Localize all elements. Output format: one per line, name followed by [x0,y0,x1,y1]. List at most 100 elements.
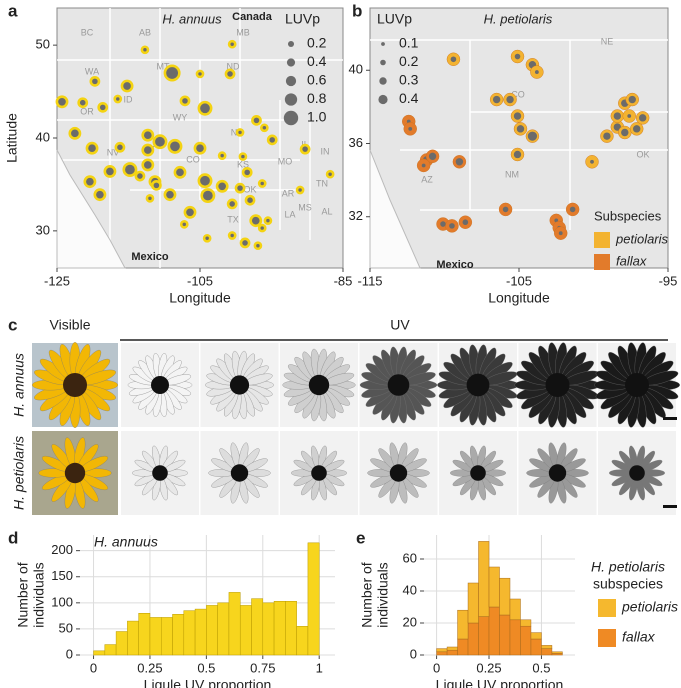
point-size [513,150,522,159]
bar [478,541,490,617]
point [244,194,256,206]
x-tick-label: 0 [90,660,97,675]
flower-center [230,464,249,482]
state-label: BC [81,27,94,37]
state-label: WY [173,112,188,122]
point-size [428,152,437,161]
state-label: CO [186,154,200,164]
point-size [450,56,457,63]
bar [206,605,218,656]
flower-center [389,464,408,482]
point [163,64,181,82]
point-size [492,95,501,104]
point [145,194,155,203]
point [113,94,123,104]
x-tick-label: 1 [316,660,323,675]
bar [541,648,553,656]
row-label: H. annuus [11,353,27,417]
x-tick-label: 0 [433,660,440,675]
y-axis-label: individuals [375,562,391,627]
bar [509,598,521,621]
country-label: Mexico [131,251,169,263]
y-tick-label: 40 [36,129,50,144]
point [257,223,267,233]
bar [541,645,553,649]
state-label: OK [636,149,649,159]
flower-center [311,465,327,481]
state-label: AB [139,27,151,37]
point [68,126,82,140]
legend-size [286,58,296,67]
legend-label: 0.4 [307,53,327,69]
bar [457,609,469,640]
point [235,128,245,137]
bar [262,602,275,656]
point [85,141,99,155]
point [249,214,263,228]
flower-center [629,465,645,481]
legend-label: fallax [622,629,656,645]
bar [488,566,500,608]
point [89,75,101,87]
point [179,95,191,107]
point-size [527,131,538,141]
legend-title: LUVp [377,11,412,27]
point [295,185,305,195]
point [266,134,278,146]
point [227,39,237,49]
bar [530,638,542,656]
point [97,101,109,113]
legend-title: subspecies [593,576,663,592]
y-tick-label: 0 [66,646,73,661]
state-label: MB [236,27,250,37]
point [83,175,97,189]
bar [127,620,139,656]
legend-label: 0.2 [307,35,327,51]
panel-letter: e [356,528,365,547]
point [299,143,311,155]
state-label: NM [505,169,519,179]
point [238,152,248,161]
point [140,45,150,55]
point-size [558,231,563,236]
y-axis-label: Number of [15,562,31,627]
point-size [502,206,509,213]
point [55,95,69,109]
point [114,141,126,153]
flower-center [308,374,330,396]
point [173,165,187,179]
legend-size [284,93,298,106]
bar [467,582,479,624]
legend-swatch [594,254,610,270]
point [141,158,155,172]
flower-center [64,462,86,484]
state-label: TX [227,214,239,224]
scale-bar [663,505,677,508]
point-size [638,114,647,122]
state-label: AZ [421,174,433,184]
bar [436,651,448,656]
state-label: ID [124,94,134,104]
x-tick-label: -105 [506,273,532,288]
point [224,68,236,80]
state-label: MT [157,61,170,71]
point-size [408,126,413,131]
bar [273,601,286,656]
bar [160,617,173,656]
state-label: WA [85,66,99,76]
point [239,237,251,249]
panel-letter: d [8,528,18,547]
flower-center [387,374,410,396]
chart-title: H. annuus [94,534,158,550]
legend-size [381,42,385,46]
bar [488,606,500,656]
x-tick-label: 0.5 [532,660,550,675]
y-axis-label: Number of [359,562,375,627]
legend-swatch [598,599,616,617]
state-label: NV [107,147,120,157]
bar [172,614,185,656]
point [227,231,237,240]
point [195,69,205,79]
y-tick-label: 50 [59,620,73,635]
y-tick-label: 40 [349,62,363,77]
